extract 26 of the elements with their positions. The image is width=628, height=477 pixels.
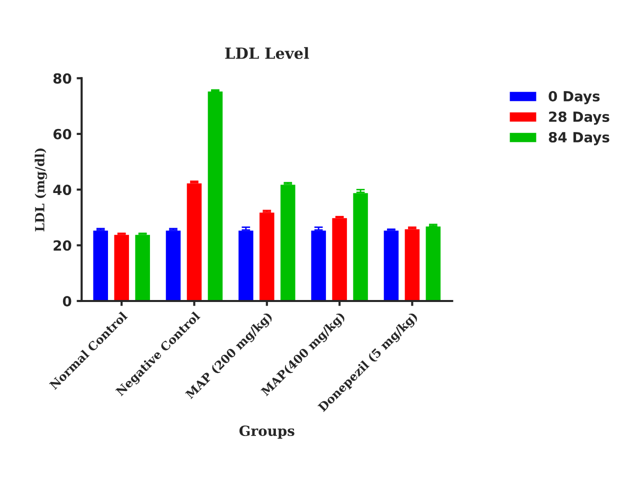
bar xyxy=(403,228,421,301)
bar xyxy=(134,233,152,301)
y-axis-title: LDL (mg/dl) xyxy=(34,148,48,232)
bar xyxy=(258,211,276,301)
bar xyxy=(279,183,297,301)
bar xyxy=(382,229,400,301)
y-tick-label: 40 xyxy=(53,184,72,196)
y-tick-label: 60 xyxy=(53,128,72,140)
y-tick-label: 20 xyxy=(54,240,72,251)
bar xyxy=(237,229,255,301)
legend-label: 84 Days xyxy=(548,132,610,146)
legend-label: 0 Days xyxy=(548,90,600,104)
y-tick-label: 0 xyxy=(62,296,72,306)
bar xyxy=(112,233,130,301)
bar xyxy=(352,192,370,301)
bar xyxy=(310,229,328,301)
bar xyxy=(206,90,224,301)
chart-title: LDL Level xyxy=(225,47,309,59)
bar xyxy=(185,182,204,301)
bar xyxy=(164,229,182,301)
bar xyxy=(92,229,110,301)
bar xyxy=(330,216,348,301)
x-axis-title: Groups xyxy=(239,426,294,439)
legend-label: 28 Days xyxy=(549,111,610,125)
y-tick-label: 80 xyxy=(53,73,72,84)
bar xyxy=(424,225,442,301)
